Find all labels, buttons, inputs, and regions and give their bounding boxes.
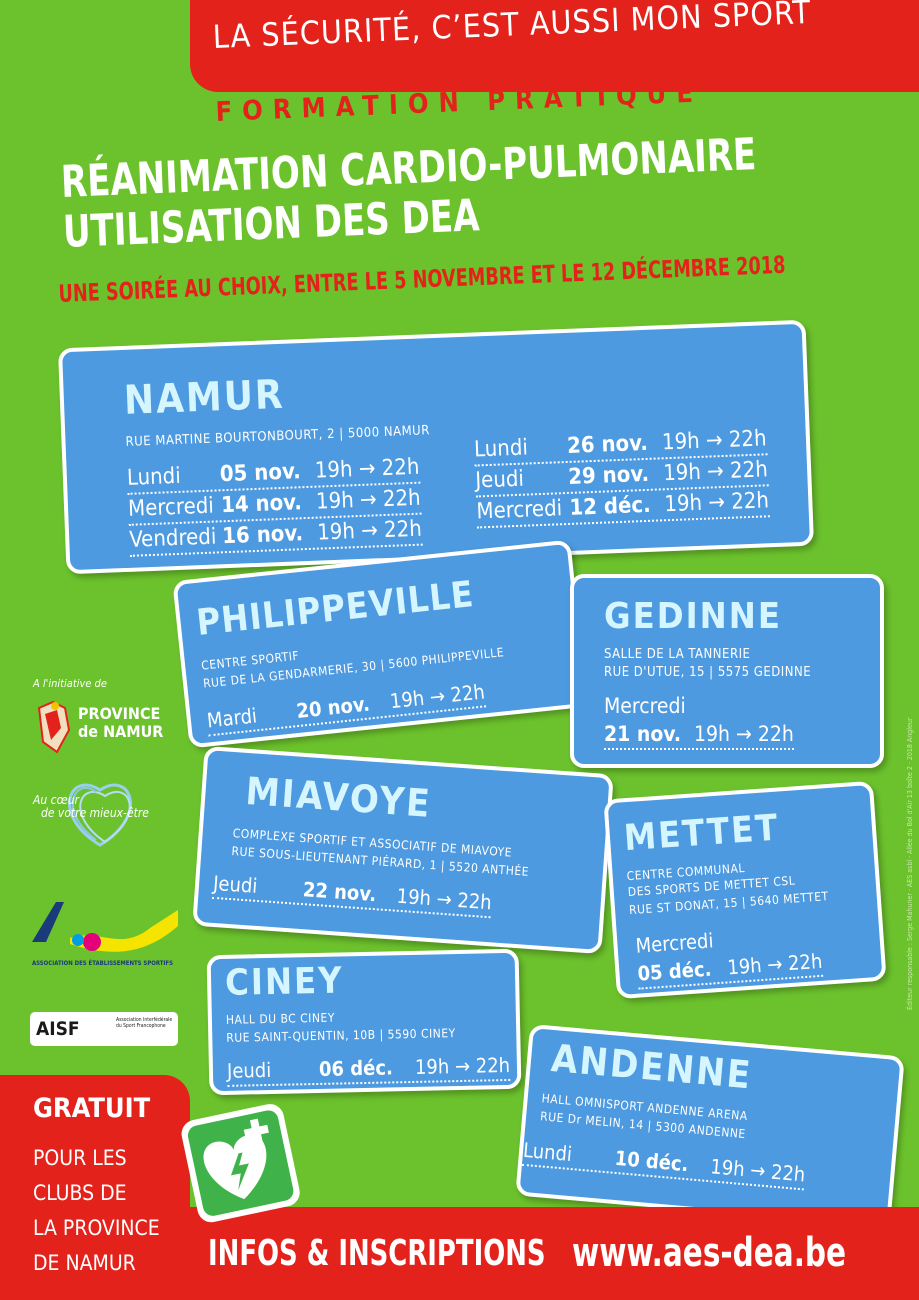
schedule: Lundi 10 déc. 19h → 22h <box>521 1135 807 1192</box>
city-name: GEDINNE <box>604 596 782 637</box>
time: 19h → 22h <box>314 454 420 484</box>
date: 06 déc. <box>318 1055 394 1081</box>
footer-band <box>0 1207 919 1300</box>
time: 19h → 22h <box>663 488 770 518</box>
address-line1: HALL DU BC CINEY <box>225 1010 336 1027</box>
time: 19h → 22h <box>694 722 794 746</box>
card-miavoye: MIAVOYE COMPLEXE SPORTIF ET ASSOCIATIF D… <box>192 745 614 955</box>
city-name: NAMUR <box>123 371 286 424</box>
time: 19h → 22h <box>709 1154 807 1187</box>
schedule: Mercredi 05 déc. 19h → 22h <box>635 919 824 991</box>
city-name: MIAVOYE <box>244 768 434 826</box>
session-row: Lundi 10 déc. 19h → 22h <box>521 1135 807 1191</box>
gratuit-line: POUR LES <box>33 1146 127 1170</box>
schedule: Mercredi 21 nov. 19h → 22h <box>604 692 794 751</box>
day: Vendredi <box>128 524 217 553</box>
address-line2: RUE SAINT-QUENTIN, 10B | 5590 CINEY <box>226 1026 456 1045</box>
day: Mercredi <box>604 694 686 718</box>
main-title: RÉANIMATION CARDIO-PULMONAIRE UTILISATIO… <box>60 129 759 258</box>
publisher-credit: Éditeur responsable : Serge Mahuner · AE… <box>906 717 914 1010</box>
schedule-left: Lundi 05 nov. 19h → 22h Mercredi 14 nov. 19h… <box>126 453 423 558</box>
aes-caption: ASSOCIATION DES ÉTABLISSEMENTS SPORTIFS <box>32 960 174 967</box>
day: Jeudi <box>212 870 259 898</box>
address-line1: SALLE DE LA TANNERIE <box>604 647 751 662</box>
time: 19h → 22h <box>316 516 423 546</box>
card-philippeville: PHILIPPEVILLE CENTRE SPORTIF RUE DE LA G… <box>172 539 588 749</box>
session-row: 21 nov. 19h → 22h <box>604 720 794 750</box>
province-namur-logo <box>37 700 71 754</box>
date: 16 nov. <box>221 521 304 550</box>
date: 29 nov. <box>567 461 650 490</box>
date: 22 nov. <box>302 877 378 907</box>
time: 19h → 22h <box>315 485 422 515</box>
day: Lundi <box>473 435 529 463</box>
day: Jeudi <box>226 1057 272 1083</box>
province-namur-text: PROVINCE de NAMUR <box>78 705 163 741</box>
infos-inscriptions: INFOS & INSCRIPTIONS <box>208 1233 546 1274</box>
time: 19h → 22h <box>388 679 486 714</box>
schedule: Jeudi 06 déc. 19h → 22h <box>226 1050 511 1088</box>
province-line2: de NAMUR <box>78 722 164 741</box>
defibrillator-icon <box>181 1104 300 1223</box>
day: Mercredi <box>476 496 563 525</box>
date: 14 nov. <box>220 490 303 519</box>
mieux-etre-text: Au cœur de votre mieux-être <box>33 794 149 820</box>
gratuit-line: CLUBS DE <box>33 1181 127 1205</box>
day: Mercredi <box>127 493 215 522</box>
initiative-label: A l'initiative de <box>33 677 107 690</box>
address-line2: RUE D'UTUE, 15 | 5575 GEDINNE <box>604 665 812 680</box>
time: 19h → 22h <box>726 948 824 980</box>
date: 05 déc. <box>636 956 713 986</box>
website-link[interactable]: www.aes-dea.be <box>572 1230 847 1276</box>
heart-logo <box>68 783 132 847</box>
date: 20 nov. <box>295 691 371 724</box>
date: 10 déc. <box>613 1145 690 1177</box>
date: 26 nov. <box>566 430 649 459</box>
date: 05 nov. <box>219 459 302 488</box>
day: Lundi <box>522 1137 573 1167</box>
session-row: Jeudi 06 déc. 19h → 22h <box>226 1050 511 1087</box>
schedule-right: Lundi 26 nov. 19h → 22h Jeudi 29 nov. 19h → … <box>473 425 770 529</box>
province-line1: PROVINCE <box>78 704 161 723</box>
card-andenne: ANDENNE HALL OMNISPORT ANDENNE ARENA RUE… <box>515 1023 905 1229</box>
card-mettet: METTET CENTRE COMMUNAL DES SPORTS DE MET… <box>603 780 887 1000</box>
time: 19h → 22h <box>662 457 769 487</box>
day: Jeudi <box>474 466 525 494</box>
aisf-text: AISF <box>36 1018 80 1040</box>
card-ciney: CINEY HALL DU BC CINEY RUE SAINT-QUENTIN… <box>206 948 522 1096</box>
city-name: ANDENNE <box>549 1035 754 1098</box>
day: Mardi <box>205 703 259 733</box>
aisf-logo <box>30 1012 178 1046</box>
gratuit-label: GRATUIT <box>33 1093 151 1124</box>
card-gedinne: GEDINNE SALLE DE LA TANNERIE RUE D'UTUE,… <box>570 574 884 768</box>
mieux-etre-line1: Au cœur <box>33 793 79 807</box>
top-banner <box>190 0 919 92</box>
session-row: Jeudi 22 nov. 19h → 22h <box>212 868 493 919</box>
time: 19h → 22h <box>414 1052 511 1079</box>
day: Lundi <box>126 463 182 491</box>
card-namur: NAMUR RUE MARTINE BOURTONBOURT, 2 | 5000… <box>57 319 815 575</box>
aes-logo <box>32 902 178 952</box>
subtitle: UNE SOIRÉE AU CHOIX, ENTRE LE 5 NOVEMBRE… <box>58 250 786 308</box>
time: 19h → 22h <box>661 426 768 456</box>
date: 21 nov. <box>604 722 682 746</box>
time: 19h → 22h <box>395 883 493 915</box>
city-name: CINEY <box>224 960 345 1004</box>
gratuit-description: POUR LES CLUBS DE LA PROVINCE DE NAMUR <box>33 1141 160 1281</box>
aisf-subtitle: Association Interfédérale du Sport Franc… <box>116 1017 173 1029</box>
gratuit-line: LA PROVINCE <box>33 1216 160 1240</box>
date: 12 déc. <box>568 492 652 521</box>
city-name: PHILIPPEVILLE <box>194 574 477 644</box>
mieux-etre-line2: de votre mieux-être <box>41 806 149 820</box>
gratuit-line: DE NAMUR <box>33 1251 136 1275</box>
address: RUE MARTINE BOURTONBOURT, 2 | 5000 NAMUR <box>125 423 431 450</box>
schedule: Jeudi 22 nov. 19h → 22h <box>212 868 493 919</box>
city-name: METTET <box>622 807 781 860</box>
